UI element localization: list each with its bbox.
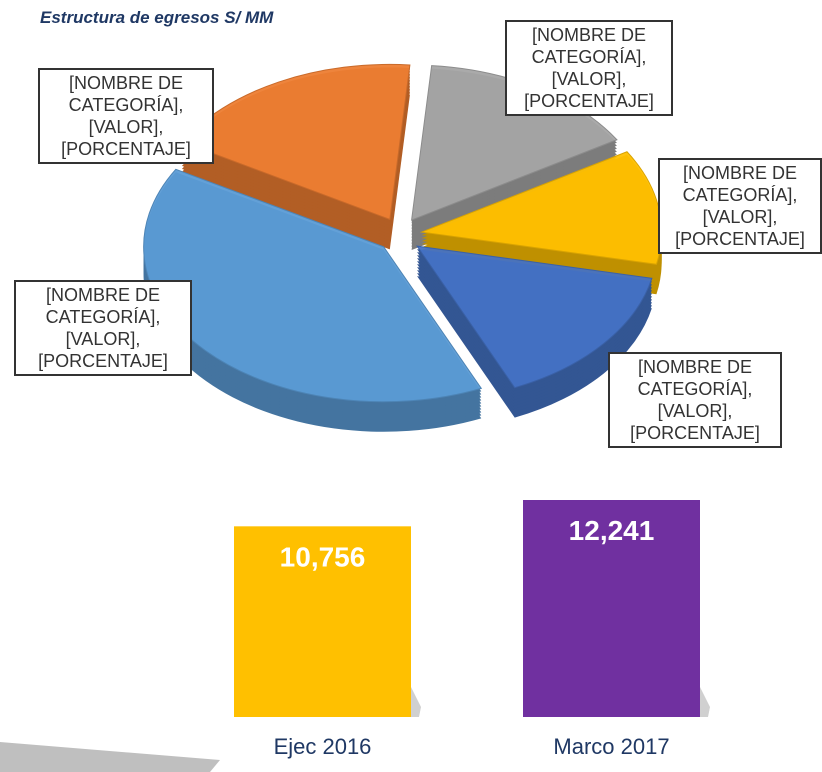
bar	[234, 526, 411, 717]
data-label: [NOMBRE DE CATEGORÍA], [VALOR], [PORCENT…	[505, 20, 673, 116]
bar-shadow	[411, 687, 421, 717]
data-label: 12,241	[569, 515, 655, 546]
data-label: [NOMBRE DE CATEGORÍA], [VALOR], [PORCENT…	[14, 280, 192, 376]
data-label: [NOMBRE DE CATEGORÍA], [VALOR], [PORCENT…	[658, 158, 822, 254]
data-label: 10,756	[280, 541, 366, 572]
chart-title: Estructura de egresos S/ MM	[40, 8, 274, 27]
data-label: [NOMBRE DE CATEGORÍA], [VALOR], [PORCENT…	[608, 352, 782, 448]
pie-slice	[143, 168, 483, 403]
bar-shadow	[700, 687, 710, 717]
bar	[523, 500, 700, 717]
data-label: [NOMBRE DE CATEGORÍA], [VALOR], [PORCENT…	[38, 68, 214, 164]
pie	[143, 63, 663, 432]
x-tick-label: Ejec 2016	[274, 734, 372, 759]
x-tick-label: Marco 2017	[553, 734, 669, 759]
decor-swoosh	[0, 742, 220, 772]
pie-slice	[416, 245, 653, 389]
